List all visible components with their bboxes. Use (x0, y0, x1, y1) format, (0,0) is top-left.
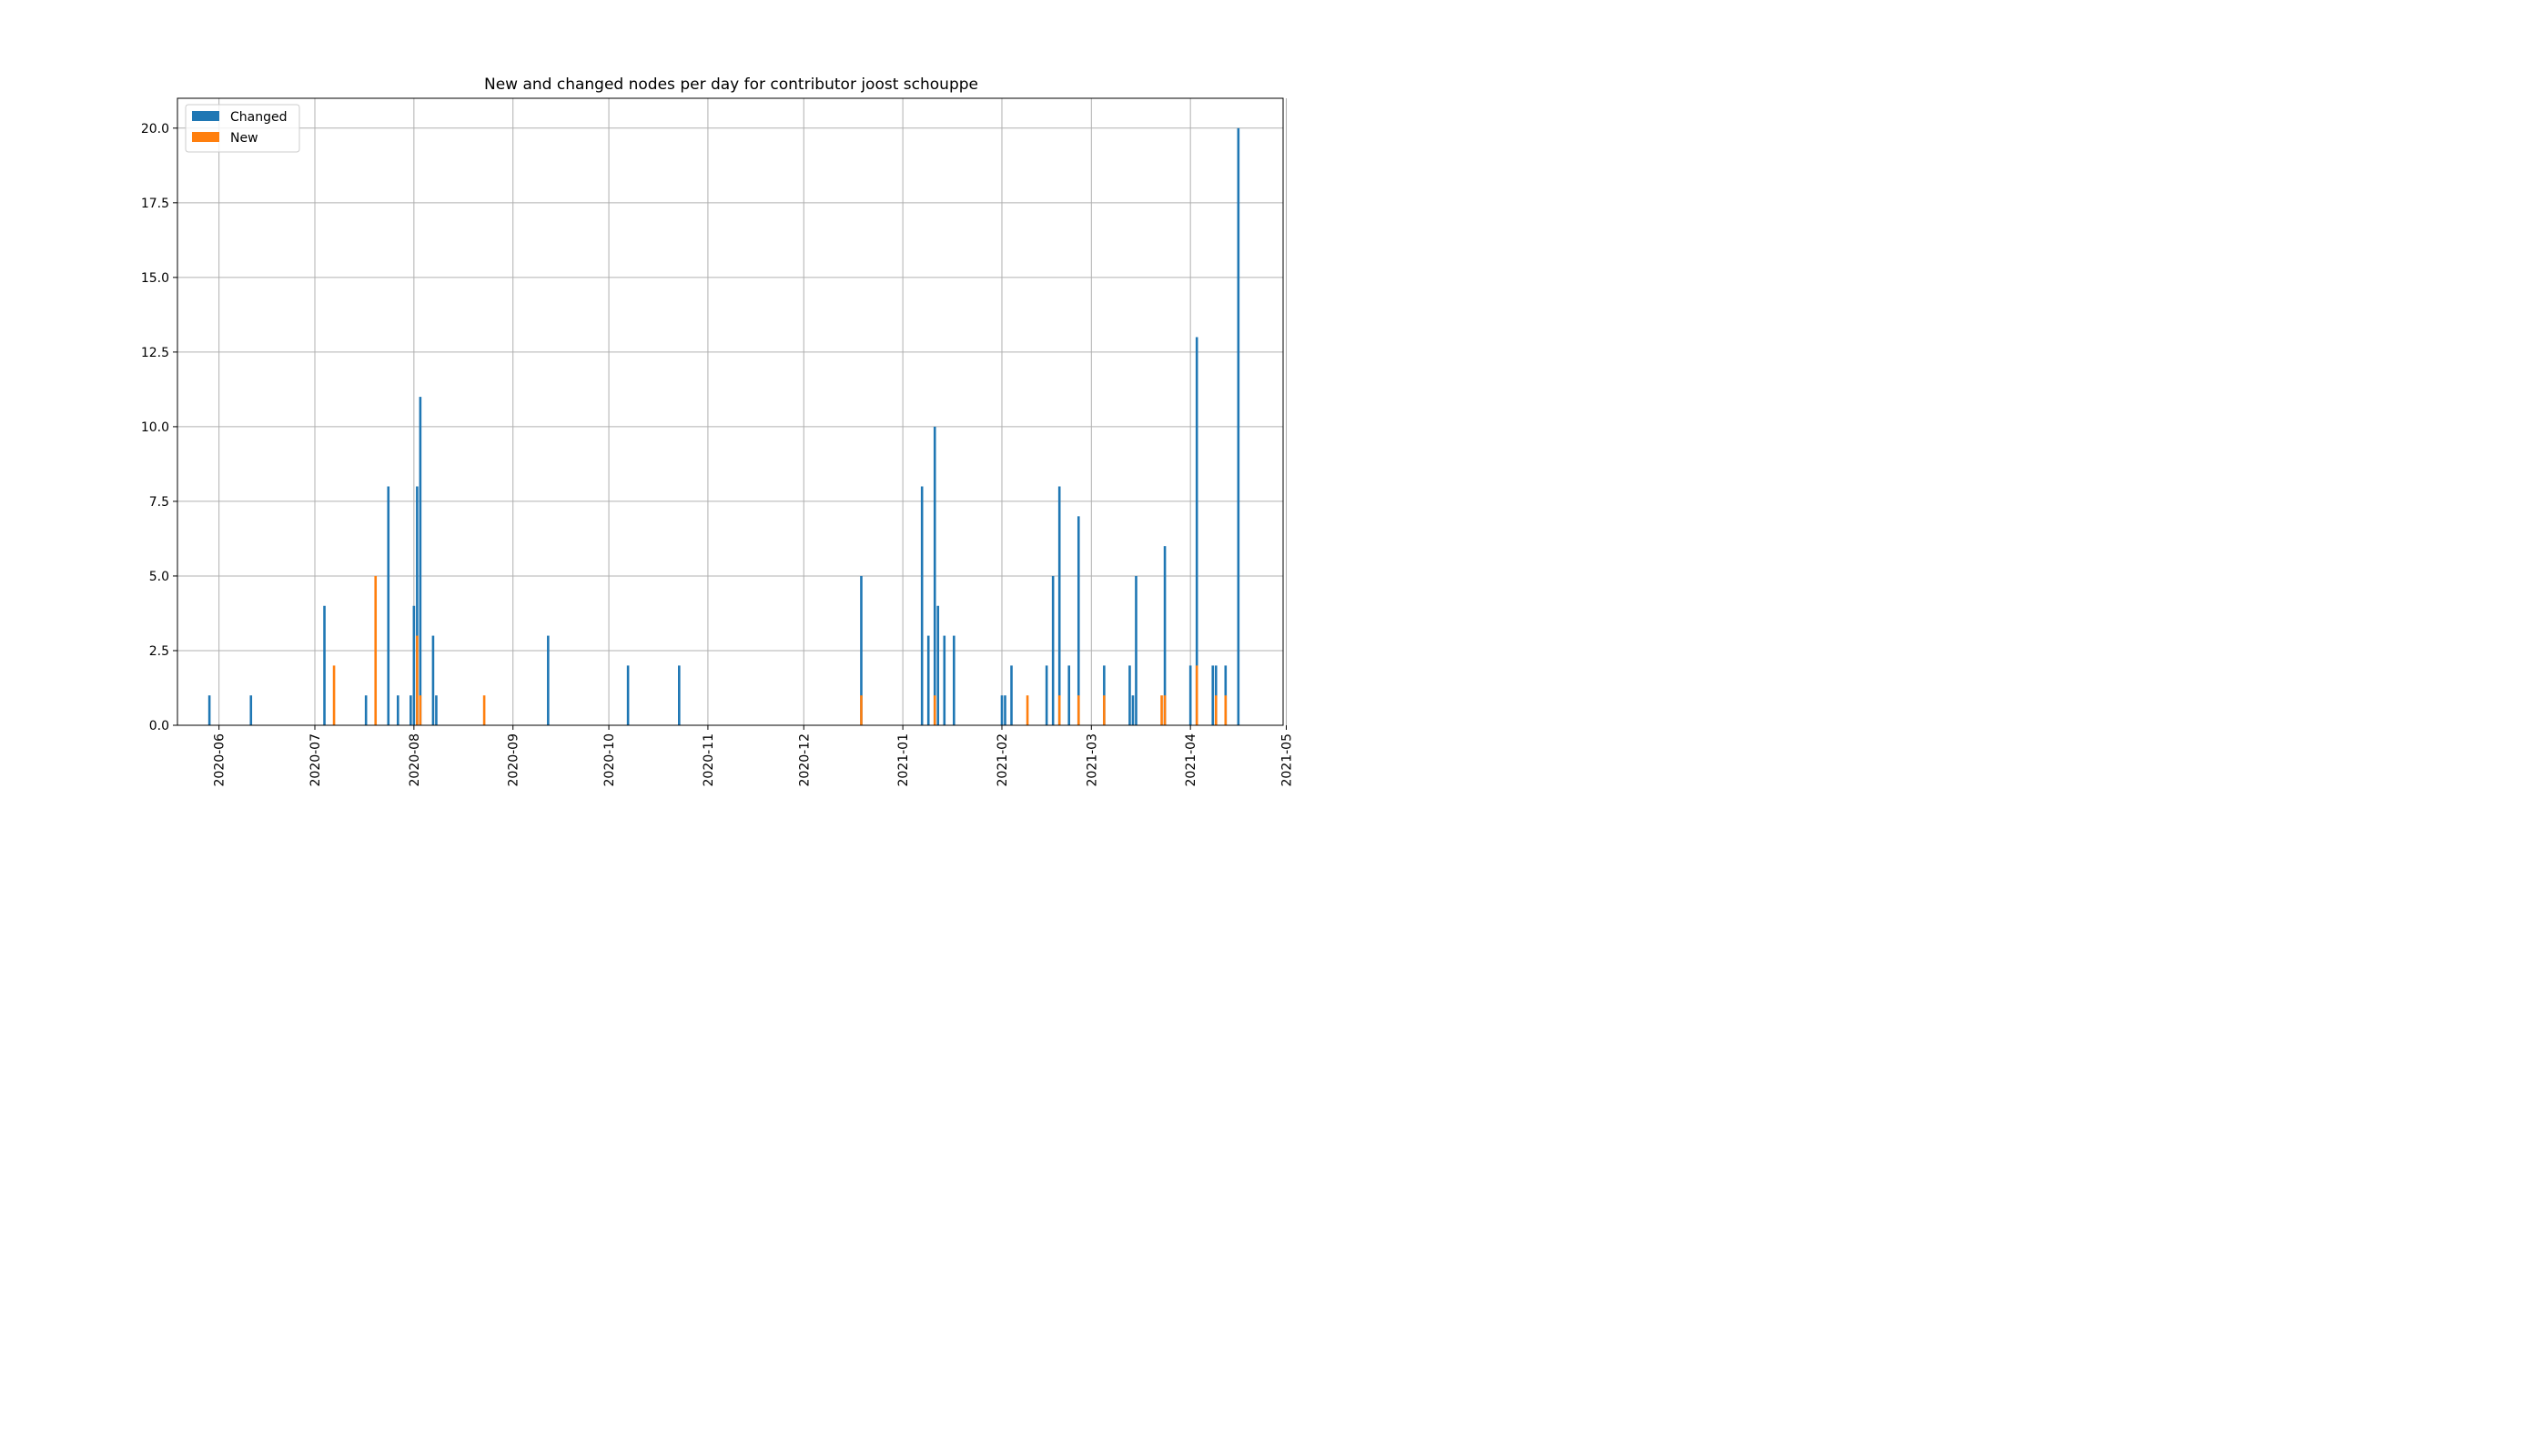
bar-changed (364, 695, 368, 725)
bar-new (1077, 695, 1080, 725)
bar-changed (1077, 516, 1080, 725)
bar-changed (387, 486, 390, 725)
bar-new (482, 695, 486, 725)
x-tick-label: 2021-05 (1280, 733, 1295, 787)
bar-changed (431, 635, 435, 725)
y-tick-label: 20.0 (141, 122, 169, 136)
bar-changed (1000, 695, 1004, 725)
y-tick-label: 0.0 (149, 719, 169, 733)
bar-changed (920, 486, 924, 725)
bar-changed (1188, 665, 1192, 725)
x-tick-label: 2021-04 (1184, 733, 1198, 787)
x-tick-label: 2021-01 (896, 733, 911, 787)
x-tick-label: 2021-03 (1085, 733, 1099, 787)
bar-changed (435, 695, 438, 725)
bar-changed (412, 605, 416, 725)
y-tick-label: 2.5 (149, 644, 169, 659)
x-tick-label: 2020-11 (702, 733, 716, 787)
legend-swatch-changed (192, 111, 219, 121)
bar-changed (1051, 575, 1055, 725)
bar-changed (926, 635, 930, 725)
legend-label-new: New (230, 131, 258, 146)
x-tick-label: 2020-06 (213, 733, 228, 787)
x-tick-label: 2020-07 (308, 733, 323, 787)
y-tick-label: 7.5 (149, 495, 169, 510)
bar-changed (626, 665, 630, 725)
bar-new (1057, 695, 1061, 725)
x-tick-label: 2020-08 (408, 733, 422, 787)
bar-changed (1010, 665, 1013, 725)
bar-changed (1237, 127, 1240, 726)
bar-changed (1057, 486, 1061, 725)
bar-new (1214, 695, 1218, 725)
chart-figure: New and changed nodes per day for contri… (0, 0, 1410, 806)
bar-changed (1211, 665, 1215, 725)
axis-ticks: 2020-06 2020-07 2020-08 2020-09 2020-10 2020-… (141, 122, 1295, 787)
bar-changed (207, 695, 211, 725)
bar-changed (860, 575, 863, 725)
legend-label-changed: Changed (230, 110, 288, 125)
bar-changed (547, 635, 550, 725)
bar-changed (1131, 695, 1135, 725)
bar-new (419, 695, 422, 725)
bar-changed (1128, 665, 1131, 725)
bars (207, 127, 1240, 726)
bar-new (1026, 695, 1029, 725)
bar-changed (1135, 575, 1138, 725)
bar-changed (410, 695, 412, 725)
bar-changed (953, 635, 956, 725)
bar-changed (323, 605, 326, 725)
bar-changed (933, 426, 936, 725)
bar-changed (936, 605, 940, 725)
bar-changed (1067, 665, 1071, 725)
bar-new (933, 695, 936, 725)
grid (177, 98, 1288, 726)
axes-frame (177, 97, 1284, 726)
bar-changed (396, 695, 399, 725)
bar-new (332, 665, 336, 725)
x-tick-label: 2021-02 (996, 733, 1010, 787)
y-tick-label: 5.0 (149, 570, 169, 584)
x-tick-label: 2020-12 (797, 733, 812, 787)
y-tick-label: 15.0 (141, 271, 169, 286)
bar-new (1224, 695, 1228, 725)
bar-changed (416, 486, 419, 725)
bar-changed (678, 665, 681, 725)
bar-changed (249, 695, 253, 725)
bar-changed (1195, 337, 1198, 725)
bar-changed (419, 397, 422, 725)
bar-changed (1045, 665, 1048, 725)
bar-new (416, 635, 419, 725)
y-tick-label: 12.5 (141, 346, 169, 360)
y-tick-label: 10.0 (141, 420, 169, 435)
y-tick-label: 17.5 (141, 197, 169, 211)
bar-new (1163, 695, 1167, 725)
legend-swatch-new (192, 132, 219, 142)
bar-new (1103, 695, 1106, 725)
bar-new (1160, 695, 1163, 725)
x-tick-label: 2020-09 (507, 733, 521, 787)
bar-new (1195, 665, 1198, 725)
bar-changed (1163, 546, 1167, 725)
legend: Changed New (185, 104, 300, 153)
bar-new (860, 695, 863, 725)
bar-changed (1004, 695, 1006, 725)
bar-new (374, 575, 378, 725)
bar-changed (943, 635, 946, 725)
chart-title: New and changed nodes per day for contri… (484, 76, 978, 94)
x-tick-label: 2020-10 (602, 733, 617, 787)
